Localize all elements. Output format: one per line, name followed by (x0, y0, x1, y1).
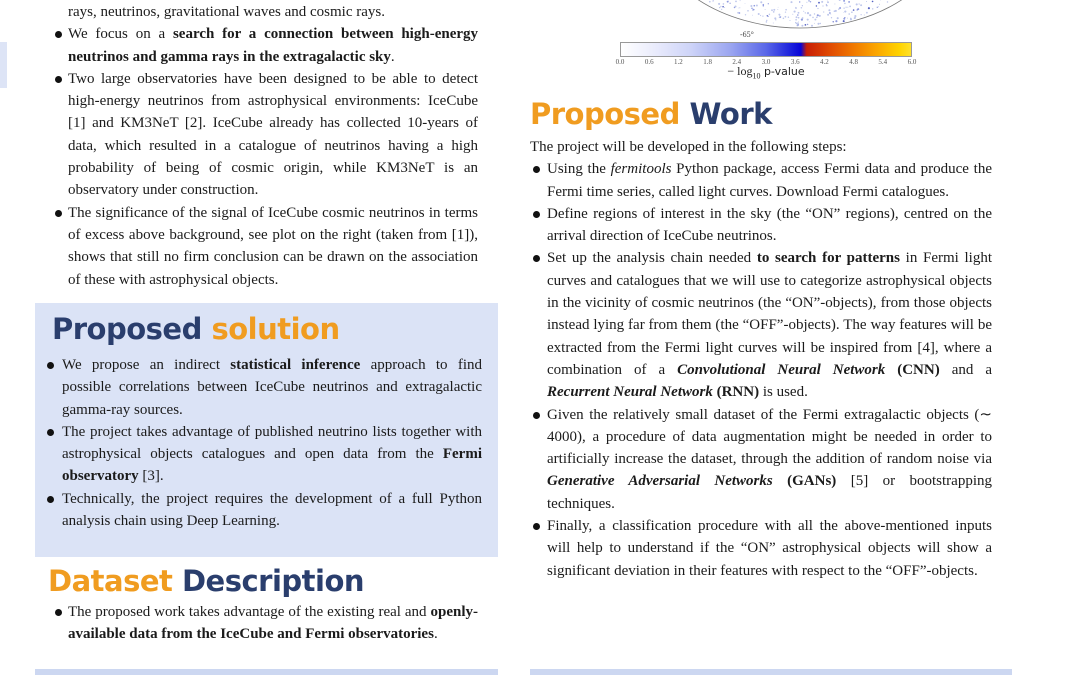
text-segment: is used. (759, 384, 808, 401)
text-segment: [5] or bootstrapping techniques. (547, 473, 992, 512)
heading-segment: Work (689, 97, 772, 131)
heading-segment: Dataset (48, 564, 182, 598)
text-segment: We propose an indirect (62, 357, 231, 373)
text-segment: in Fermi light curves and catalogues tha… (547, 250, 993, 378)
bullet-item: Technically, the project requires the de… (47, 488, 482, 533)
bullet-item: Two large observatories have been design… (35, 68, 478, 202)
colorbar-tick-label: 5.4 (878, 58, 888, 66)
text-segment: Generative Adversarial Networks (547, 473, 773, 490)
colorbar-tick-label: 4.2 (820, 58, 829, 66)
colorbar-tick-label: 6.0 (907, 58, 917, 66)
colorbar-gradient (620, 42, 912, 57)
proposed-work-list: Using the fermitools Python package, acc… (530, 158, 992, 582)
text-segment: (GANs) (787, 473, 837, 490)
text-line: rays, neutrinos, gravitational waves and… (35, 1, 478, 23)
dataset-description-heading: Dataset Description (48, 563, 365, 599)
text-segment (885, 362, 897, 378)
colorbar-tick-label: 4.8 (849, 58, 858, 66)
text-segment: fermitools (610, 161, 672, 178)
right-column: Proposed Work The project will be develo… (530, 96, 992, 582)
text-segment: Recurrent Neural Network (547, 384, 713, 401)
heading-segment: Description (181, 564, 365, 598)
text-segment: approach to find possible correlations b… (62, 357, 483, 418)
cutoff-box-bottom-right (530, 669, 1012, 675)
heading-segment: solution (211, 312, 340, 346)
text-segment: Python package, access Fermi data and pr… (547, 161, 992, 200)
text-segment: We focus on a (68, 26, 173, 43)
text-segment: The significance of the signal of IceCub… (68, 204, 478, 288)
bullet-item: Finally, a classification procedure with… (530, 515, 992, 582)
text-segment (773, 473, 787, 489)
text-segment: Given the relatively small dataset of th… (547, 406, 992, 468)
bullet-item: The project takes advantage of published… (47, 421, 482, 488)
heading-segment: Proposed (530, 97, 690, 131)
text-segment: to search for patterns (756, 250, 900, 267)
text-segment: . (390, 48, 395, 65)
text-segment: search for a connection between high-ene… (68, 26, 479, 65)
text-segment: and a (939, 361, 992, 378)
colorbar-tick-label: 0.0 (615, 58, 625, 66)
text-segment: [3]. (138, 468, 164, 485)
text-segment: Finally, a classification procedure with… (547, 518, 992, 579)
text-segment: The project takes advantage of published… (62, 423, 482, 463)
text-segment: Set up the analysis chain needed (547, 250, 757, 267)
colorbar-ticks: 0.0 0.6 1.2 1.8 2.4 3.0 3.6 4.2 4.8 5.4 6.0 (616, 58, 917, 67)
text-segment: (RNN) (716, 384, 760, 401)
bullet-item: Given the relatively small dataset of th… (530, 404, 992, 515)
bullet-item: We focus on a search for a connection be… (35, 23, 478, 68)
text-segment: Two large observatories have been design… (68, 70, 478, 199)
bullet-item: We propose an indirect statistical infer… (47, 354, 482, 421)
colorbar-label-pvalue: p-value (760, 65, 805, 78)
colorbar-tick-label: 1.8 (703, 58, 712, 66)
proposed-solution-heading: Proposed solution (52, 311, 482, 347)
colorbar-label: − log10 p-value (620, 64, 912, 80)
text-segment: Convolutional Neural Network (677, 361, 886, 378)
text-segment: (CNN) (897, 361, 940, 378)
text-segment: openly-available data from the IceCube a… (68, 604, 478, 643)
skymap-boundary (697, 0, 903, 29)
text-segment: Fermi observatory (62, 446, 482, 485)
text-segment: The proposed work takes advantage of the… (68, 604, 431, 620)
bullet-item: Define regions of interest in the sky (t… (530, 203, 992, 248)
colorbar-tick-label: 3.0 (761, 58, 771, 66)
text-segment: Define regions of interest in the sky (t… (547, 205, 992, 245)
text-segment: rays, neutrinos, gravitational waves and… (68, 4, 385, 20)
bullet-item: Using the fermitools Python package, acc… (530, 158, 992, 203)
bullet-item: The significance of the signal of IceCub… (35, 202, 478, 291)
cutoff-box-bottom-left (35, 669, 498, 675)
left-intro-list: rays, neutrinos, gravitational waves and… (35, 1, 478, 291)
skymap-dots (708, 0, 889, 27)
colorbar-tick-label: 2.4 (732, 58, 742, 66)
heading-segment: Proposed (52, 312, 212, 346)
skymap-figure: -65° (697, 0, 903, 39)
proposed-work-intro: The project will be developed in the fol… (530, 139, 847, 155)
text-segment: Using the (547, 161, 611, 178)
cutoff-box-edge-left (0, 42, 7, 88)
colorbar-label-math: − log10 (727, 64, 761, 81)
proposed-work-heading: Proposed Work (530, 96, 992, 132)
bullet-item: Set up the analysis chain needed to sear… (530, 247, 992, 403)
declination-label: -65° (740, 30, 754, 39)
proposed-solution-list: We propose an indirect statistical infer… (47, 354, 482, 532)
colorbar-tick-label: 0.6 (644, 58, 654, 66)
text-segment: Technically, the project requires the de… (62, 490, 482, 530)
text-segment: statistical inference (230, 357, 361, 373)
proposed-solution-box: Proposed solution We propose an indirect… (35, 303, 498, 557)
colorbar-tick-label: 3.6 (790, 58, 800, 66)
colorbar-tick-label: 1.2 (674, 58, 683, 66)
bullet-item: The proposed work takes advantage of the… (35, 601, 478, 646)
dataset-description-list: The proposed work takes advantage of the… (35, 601, 478, 646)
text-segment: . (433, 626, 438, 643)
